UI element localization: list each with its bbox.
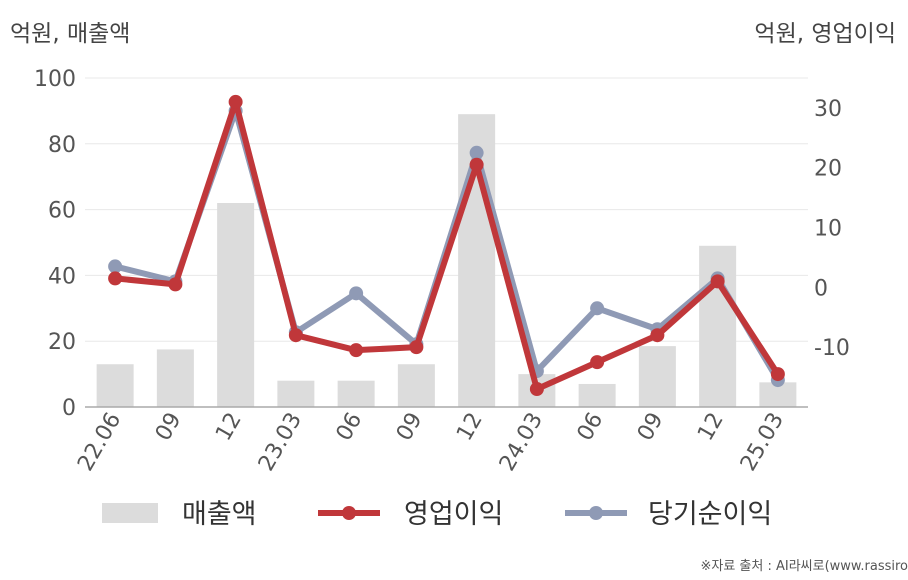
left-tick-label: 20 bbox=[48, 330, 76, 355]
line-net-income bbox=[112, 107, 781, 384]
right-tick-label: 20 bbox=[814, 157, 842, 182]
x-tick-label: 23.03 bbox=[254, 409, 307, 476]
bar-revenue bbox=[578, 383, 616, 407]
x-tick-label: 06 bbox=[332, 409, 368, 446]
point-operating-profit bbox=[108, 271, 123, 286]
left-tick-label: 0 bbox=[62, 396, 76, 421]
legend-marker-net-income bbox=[589, 506, 603, 520]
bar-revenue bbox=[397, 364, 435, 407]
bar-revenue bbox=[217, 203, 255, 407]
left-tick-label: 80 bbox=[48, 133, 76, 158]
bar-revenue bbox=[699, 245, 737, 407]
point-operating-profit bbox=[650, 328, 665, 343]
left-tick-label: 40 bbox=[48, 264, 76, 289]
line-operating-profit bbox=[112, 98, 781, 393]
bar-revenue bbox=[156, 349, 194, 407]
point-operating-profit bbox=[228, 94, 243, 109]
point-operating-profit bbox=[168, 277, 183, 292]
source-note: ※자료 출처 : AI라씨로(www.rassiro bbox=[700, 559, 908, 574]
point-net-income bbox=[469, 145, 484, 160]
bar-revenue bbox=[638, 346, 676, 407]
x-tick-label: 12 bbox=[452, 409, 488, 446]
x-tick-label: 12 bbox=[211, 409, 247, 446]
point-operating-profit bbox=[590, 355, 605, 370]
bar-revenue bbox=[337, 380, 375, 407]
point-operating-profit bbox=[409, 340, 424, 355]
point-operating-profit bbox=[288, 328, 303, 343]
x-tick-label: 24.03 bbox=[495, 409, 548, 476]
x-tick-label: 09 bbox=[151, 409, 187, 446]
point-net-income bbox=[108, 259, 123, 274]
point-net-income bbox=[590, 301, 605, 316]
bar-revenue bbox=[277, 380, 315, 407]
point-operating-profit bbox=[770, 367, 785, 382]
left-tick-label: 100 bbox=[34, 67, 76, 92]
point-operating-profit bbox=[469, 157, 484, 172]
right-axis-unit-label: 억원, 영업이익 bbox=[754, 21, 896, 47]
right-tick-label: 10 bbox=[814, 217, 842, 242]
legend-swatch-revenue bbox=[102, 503, 158, 523]
point-operating-profit bbox=[349, 343, 364, 358]
point-operating-profit bbox=[710, 274, 725, 289]
legend-label-operating-profit: 영업이익 bbox=[404, 499, 503, 530]
left-axis-unit-label: 억원, 매출액 bbox=[10, 21, 131, 47]
x-tick-label: 06 bbox=[573, 409, 609, 446]
right-tick-label: -10 bbox=[814, 336, 850, 361]
x-tick-label: 25.03 bbox=[736, 409, 789, 476]
legend-label-net-income: 당기순이익 bbox=[648, 499, 772, 530]
legend-marker-operating-profit bbox=[342, 506, 356, 520]
x-tick-label: 22.06 bbox=[73, 409, 126, 476]
x-tick-label: 09 bbox=[392, 409, 428, 446]
right-tick-label: 30 bbox=[814, 97, 842, 122]
right-tick-label: 0 bbox=[814, 276, 828, 301]
x-tick-label: 09 bbox=[633, 409, 669, 446]
left-tick-label: 60 bbox=[48, 199, 76, 224]
legend-label-revenue: 매출액 bbox=[182, 499, 257, 530]
bar-revenue bbox=[96, 364, 134, 407]
point-net-income bbox=[349, 286, 364, 301]
point-operating-profit bbox=[529, 382, 544, 397]
x-tick-label: 12 bbox=[693, 409, 729, 446]
